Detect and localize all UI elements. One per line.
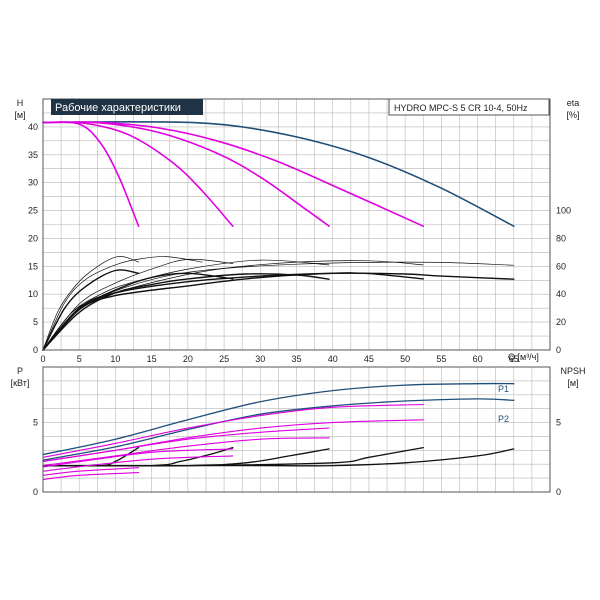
npsh-axis-unit: [м] xyxy=(567,378,578,388)
efficiency-curve-7 xyxy=(42,260,424,351)
efficiency-curve-1 xyxy=(42,272,515,351)
x-tick-label: 10 xyxy=(110,354,120,364)
efficiency-curve-9 xyxy=(42,258,234,351)
power-curve-3 xyxy=(42,403,424,458)
eta-tick-label: 100 xyxy=(556,206,571,216)
head-tick-label: 0 xyxy=(33,345,38,355)
x-tick-label: 30 xyxy=(255,354,265,364)
head-tick-label: 30 xyxy=(28,178,38,188)
eta-axis-label: eta xyxy=(567,98,580,108)
top-plot-tick-labels: 0 5 10 15 20 25 30 35 40 45 50 55 60 65 0 5 10 15 20 25 30 35… xyxy=(28,122,571,364)
power-tick-label: 0 xyxy=(33,487,38,497)
bottom-plot-tick-labels: 0 5 0 5 xyxy=(33,418,561,497)
bottom-plot-curves xyxy=(42,382,515,481)
head-tick-label: 5 xyxy=(33,317,38,327)
power-curve-8 xyxy=(42,455,234,472)
power-curve-6 xyxy=(42,437,330,467)
npsh-tick-label: 0 xyxy=(556,487,561,497)
x-tick-label: 0 xyxy=(40,354,45,364)
top-plot-curves xyxy=(42,120,515,351)
head-curve-3 xyxy=(42,121,330,227)
bottom-plot-frame xyxy=(42,366,551,493)
efficiency-curve-6 xyxy=(42,261,515,351)
npsh-axis-label: NPSH xyxy=(560,366,585,376)
head-axis-label: H xyxy=(17,98,24,108)
model-box xyxy=(388,98,550,116)
p2-curve-label: P2 xyxy=(498,414,509,424)
head-tick-label: 20 xyxy=(28,233,38,243)
x-tick-label: 60 xyxy=(473,354,483,364)
eta-tick-label: 20 xyxy=(556,317,566,327)
power-curve-2 xyxy=(42,398,515,461)
x-tick-label: 65 xyxy=(509,354,519,364)
power-curve-1 xyxy=(42,382,515,456)
head-tick-label: 35 xyxy=(28,150,38,160)
head-axis-unit: [м] xyxy=(14,110,25,120)
power-curve-7 xyxy=(42,448,234,468)
npsh-tick-label: 5 xyxy=(556,418,561,428)
head-tick-label: 10 xyxy=(28,289,38,299)
x-tick-label: 15 xyxy=(147,354,157,364)
power-tick-label: 5 xyxy=(33,418,38,428)
x-tick-label: 45 xyxy=(364,354,374,364)
x-tick-label: 40 xyxy=(328,354,338,364)
x-tick-label: 55 xyxy=(436,354,446,364)
efficiency-curve-5 xyxy=(42,269,140,351)
eta-tick-label: 0 xyxy=(556,345,561,355)
head-curve-5 xyxy=(42,121,140,227)
power-curve-9 xyxy=(42,467,140,476)
eta-axis-unit: [%] xyxy=(566,110,579,120)
x-tick-label: 35 xyxy=(291,354,301,364)
head-tick-label: 40 xyxy=(28,122,38,132)
power-curve-5 xyxy=(42,427,330,462)
chart-title: Рабочие характеристики xyxy=(55,102,181,114)
eta-tick-label: 80 xyxy=(556,233,566,243)
efficiency-curve-3 xyxy=(42,273,330,351)
efficiency-curve-10 xyxy=(42,256,139,351)
power-axis-unit: [кВт] xyxy=(11,378,30,388)
x-tick-label: 50 xyxy=(400,354,410,364)
x-tick-label: 20 xyxy=(183,354,193,364)
power-axis-label: P xyxy=(17,366,23,376)
flow-axis-unit: Q [м³/ч] xyxy=(508,352,539,362)
eta-tick-label: 60 xyxy=(556,261,566,271)
efficiency-curve-8 xyxy=(42,259,330,351)
x-tick-label: 25 xyxy=(219,354,229,364)
top-plot-frame xyxy=(42,98,551,351)
eta-tick-label: 40 xyxy=(556,289,566,299)
head-curve-1 xyxy=(42,120,515,227)
chart-title-box xyxy=(51,99,203,115)
head-tick-label: 15 xyxy=(28,261,38,271)
p1-curve-label: P1 xyxy=(498,384,509,394)
efficiency-curve-11 xyxy=(42,256,203,351)
power-curve-10 xyxy=(42,472,140,481)
head-curve-4 xyxy=(42,121,234,227)
model-label: HYDRO MPC-S 5 CR 10-4, 50Hz xyxy=(394,103,528,113)
head-tick-label: 25 xyxy=(28,206,38,216)
x-tick-label: 5 xyxy=(77,354,82,364)
